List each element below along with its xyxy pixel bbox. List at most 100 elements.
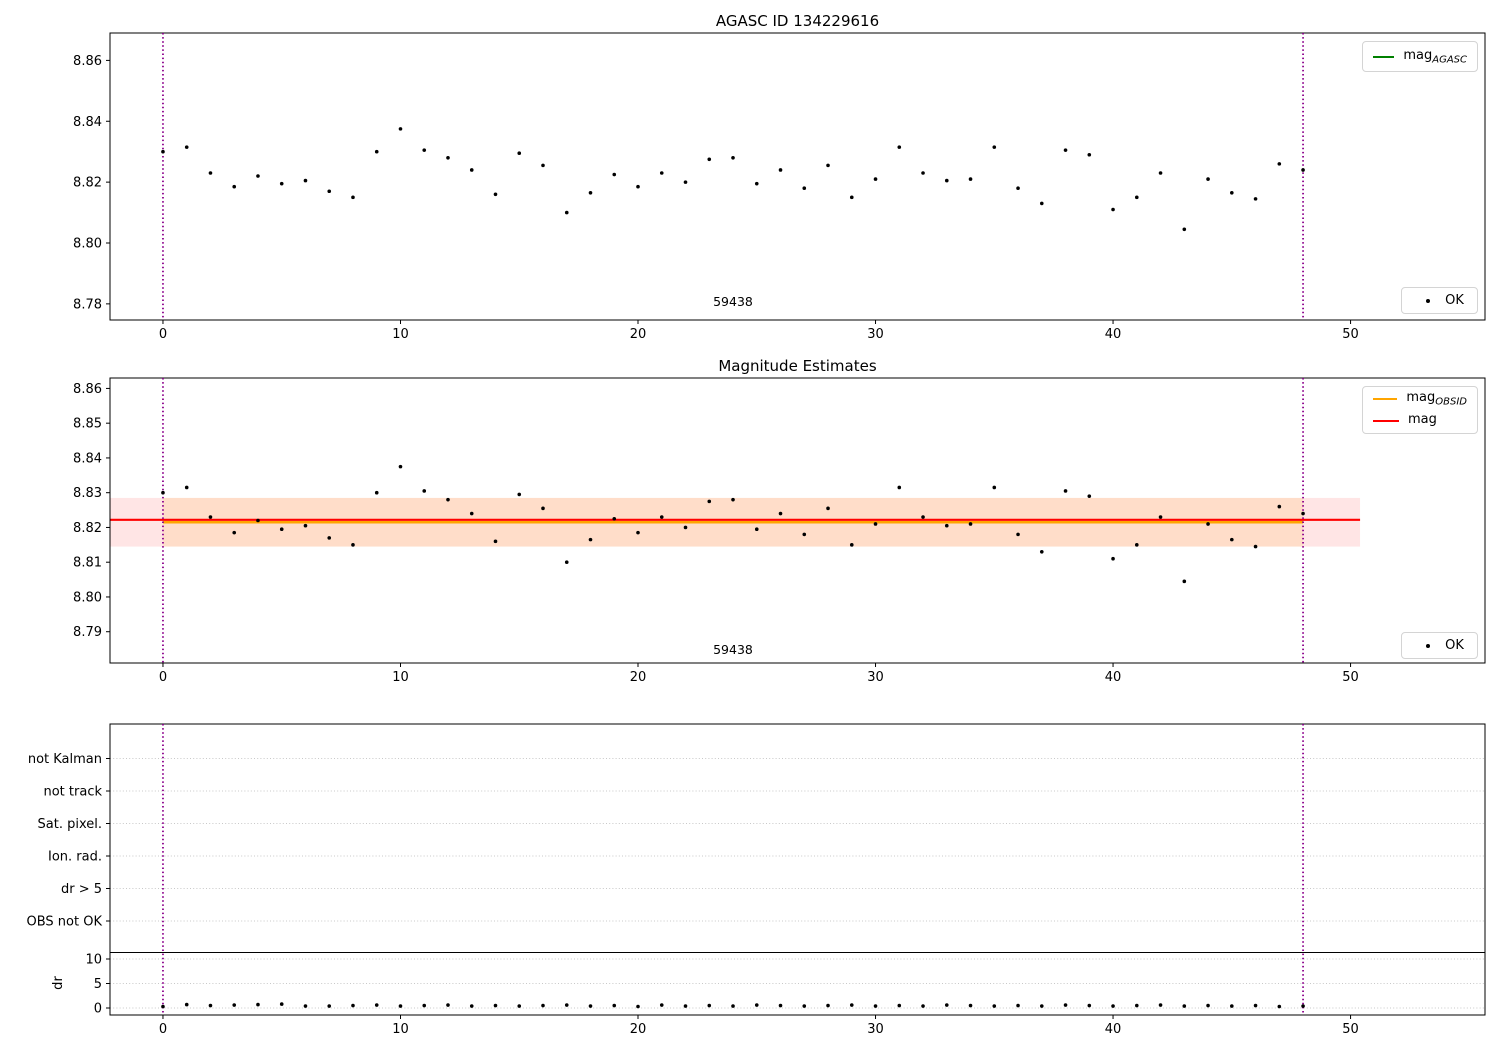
plot1-obsid-annotation: 59438 (713, 294, 753, 309)
dr-axis-label: dr (51, 976, 66, 990)
y-tick-label: 8.84 (73, 451, 102, 466)
data-point (683, 1004, 688, 1008)
data-point (1206, 1003, 1210, 1008)
ok-legend-label: OK (1445, 638, 1464, 653)
data-point (493, 192, 498, 197)
data-point (1277, 1004, 1282, 1009)
data-point (588, 537, 593, 542)
data-point (1230, 1004, 1234, 1008)
dr-tick-label: 10 (85, 953, 102, 968)
x-tick-label: 50 (1342, 1022, 1359, 1037)
legend-entry-mag-obsid: magOBSID (1373, 390, 1467, 408)
data-point (802, 532, 807, 537)
data-point (1158, 515, 1163, 519)
data-point (256, 174, 260, 178)
axes-frame (109, 32, 1486, 321)
y-tick-label: 8.85 (73, 417, 102, 432)
data-point (968, 177, 973, 181)
ok-marker-dot (1426, 643, 1431, 648)
data-point (469, 511, 474, 516)
data-point (849, 543, 854, 547)
data-point (826, 1003, 830, 1008)
data-point (921, 515, 925, 519)
data-point (944, 178, 949, 183)
flag-tick-label: not Kalman (28, 752, 102, 767)
data-point (422, 148, 427, 152)
data-point (279, 181, 284, 186)
data-point (802, 1004, 807, 1008)
legend-entry-mag: mag (1373, 412, 1467, 430)
y-tick-label: 8.86 (73, 382, 102, 397)
data-point (1111, 1004, 1115, 1008)
data-point (1206, 522, 1210, 526)
data-point (588, 1004, 593, 1008)
data-point (754, 181, 759, 186)
data-point (731, 155, 735, 160)
data-point (873, 177, 878, 181)
data-point (659, 1003, 664, 1007)
data-point (1301, 511, 1305, 516)
data-point (731, 497, 735, 502)
x-tick-label: 10 (392, 670, 409, 685)
x-tick-label: 20 (630, 670, 647, 685)
data-point (493, 539, 498, 544)
data-point (897, 1003, 902, 1008)
data-point (327, 1004, 332, 1008)
data-point (944, 523, 949, 528)
data-point (1087, 1003, 1092, 1008)
y-tick-label: 8.82 (73, 521, 102, 536)
data-point (279, 1002, 284, 1006)
data-point (469, 168, 474, 172)
legend-label-text: mag (1406, 390, 1436, 406)
data-point (1182, 227, 1187, 232)
data-point (517, 151, 522, 156)
x-tick-label: 20 (630, 1022, 647, 1037)
x-tick-label: 30 (867, 327, 884, 342)
data-point (184, 145, 189, 149)
plot2-obsid-annotation: 59438 (713, 642, 753, 657)
data-point (232, 184, 237, 189)
data-point (232, 530, 237, 535)
data-point (351, 1003, 355, 1008)
data-point (161, 490, 165, 495)
data-point (1301, 1004, 1305, 1008)
plot2-magnitude-estimates: 0 10 20 30 40 50 8.86 8.85 8.84 8.83 8.82 8.81 8.80 8… (73, 377, 1486, 685)
data-point (968, 522, 973, 526)
data-point (303, 1004, 308, 1008)
data-point (612, 1003, 617, 1008)
plot1-mag-agasc: 0 10 20 30 40 50 8.86 8.84 8.82 8.80 8.78 (73, 32, 1486, 342)
ok-legend-label: OK (1445, 293, 1464, 308)
data-point (541, 506, 545, 511)
y-tick-label: 8.86 (73, 54, 102, 69)
dr-tick-label: 0 (94, 1002, 102, 1017)
plot2-legend: magOBSID mag (1362, 386, 1478, 434)
data-point (1111, 556, 1115, 561)
y-tick-label: 8.82 (73, 176, 102, 191)
data-point (1158, 1003, 1163, 1007)
plot2-ok-legend: OK (1401, 632, 1478, 659)
data-point (731, 1004, 735, 1008)
data-point (636, 1004, 640, 1009)
data-point (398, 127, 403, 131)
data-point (992, 145, 997, 149)
data-point (374, 1003, 379, 1007)
data-point (1277, 504, 1282, 509)
data-point (826, 163, 830, 168)
data-point (422, 489, 427, 493)
data-point (921, 171, 925, 175)
mag-legend-line (1373, 419, 1399, 422)
data-point (398, 1004, 403, 1008)
mag-legend-label: mag (1408, 412, 1437, 430)
data-point (778, 1003, 783, 1008)
data-point (564, 1003, 569, 1007)
plot3-flags-and-dr: not Kalman not track Sat. pixel. Ion. rad. d… (27, 723, 1486, 1037)
data-point (327, 536, 332, 540)
data-point (683, 180, 688, 184)
data-point (184, 485, 189, 490)
data-point (683, 525, 688, 530)
axes-frame (109, 377, 1486, 664)
data-point (707, 157, 712, 162)
data-point (1016, 1003, 1020, 1008)
data-point (1134, 1003, 1139, 1008)
